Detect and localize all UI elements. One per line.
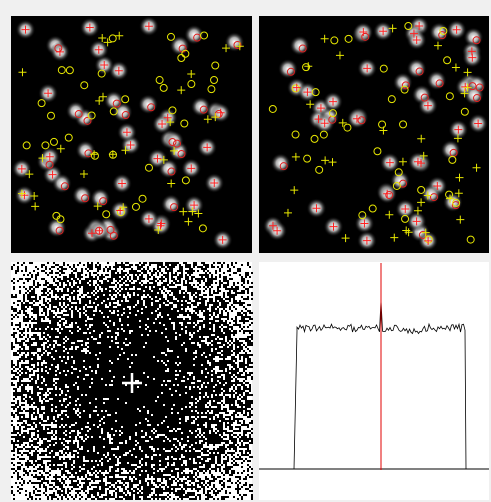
spot xyxy=(421,184,441,204)
spot xyxy=(161,194,181,214)
spot xyxy=(393,72,413,92)
spot xyxy=(52,173,72,193)
page: (() => { const data = JSON.parse(documen… xyxy=(0,0,491,502)
spot xyxy=(290,36,310,56)
spot xyxy=(75,140,95,160)
spot xyxy=(271,153,291,173)
spot xyxy=(278,59,298,79)
profile-panel xyxy=(259,262,489,500)
spot xyxy=(224,32,244,52)
screen xyxy=(0,0,491,502)
spot xyxy=(170,36,190,56)
spot xyxy=(72,185,92,205)
spot xyxy=(138,94,158,114)
spot xyxy=(90,188,110,208)
spot xyxy=(427,70,447,90)
spot xyxy=(66,101,86,121)
